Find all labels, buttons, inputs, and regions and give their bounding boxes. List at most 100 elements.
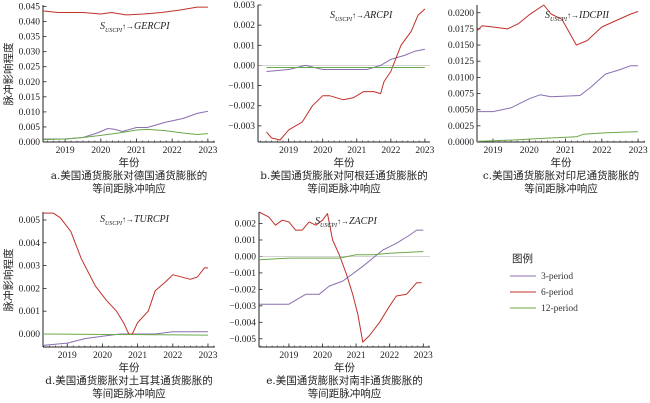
y-tick-label: −0.004 [229, 318, 256, 328]
x-axis-label: 年份 [119, 361, 140, 374]
caption-line-1: c.美国通货膨胀对印尼通货膨胀的 [483, 169, 639, 182]
series-line-3-period [43, 110, 208, 140]
x-axis-label: 年份 [334, 361, 355, 374]
x-tick-label: 2023 [414, 351, 433, 361]
y-tick-label: −0.002 [228, 102, 255, 112]
y-tick-label: −0.001 [229, 269, 256, 279]
x-tick-label: 2021 [556, 146, 575, 156]
caption-line-1: e.美国通货膨胀对南非通货膨胀的 [266, 374, 423, 387]
y-tick-label: 0.0150 [448, 41, 474, 51]
legend-item-12-period: 12-period [541, 304, 578, 314]
y-tick-label: −0.002 [229, 285, 256, 295]
caption-line-2: 等间距脉冲响应 [307, 182, 381, 195]
y-tick-label: 0.001 [234, 41, 256, 51]
chart-a: 2019 2020 2021 2022 2023 0.000 0.005 0.010 0.015… [19, 3, 218, 195]
x-tick-label: 2023 [629, 146, 648, 156]
title-s: S [545, 10, 550, 21]
x-axis-label: 年份 [334, 156, 355, 169]
y-tick-label: 0.000 [235, 252, 257, 262]
caption-line-2: 等间距脉冲响应 [92, 387, 166, 400]
y-tick-label: −0.005 [229, 335, 256, 345]
y-tick-label: 0.010 [19, 108, 41, 118]
x-tick-label: 2021 [347, 351, 366, 361]
title-s: S [330, 10, 335, 21]
legend-item-3-period: 3-period [541, 272, 573, 282]
series-line-3-period [259, 229, 424, 305]
y-tick-label: 0.003 [19, 262, 41, 272]
title-s: S [100, 214, 105, 225]
title-s: S [100, 21, 105, 32]
y-tick-label: 0.0175 [448, 25, 474, 35]
chart-title: SUSCPI↑→ARCPI [330, 10, 393, 23]
chart-b: 2019 2020 2021 2022 2023 −0.003 −0.002 −0.001 0.… [228, 1, 434, 195]
y-tick-label: 0.002 [235, 220, 257, 230]
caption-line-2: 等间距脉冲响应 [92, 182, 166, 195]
x-tick-label: 2022 [381, 146, 400, 156]
series-line-6-period [43, 6, 208, 16]
x-tick-label: 2023 [415, 146, 434, 156]
y-tick-label: 0.0025 [448, 122, 474, 132]
y-tick-label: 0.0125 [448, 57, 474, 67]
y-tick-label: 0.000 [19, 138, 41, 148]
chart-e: 2019 2020 2021 2022 2023 −0.005 −0.004 −0.003 −0… [229, 211, 433, 400]
caption-line-1: d.美国通货膨胀对土耳其通货膨胀的 [45, 374, 213, 387]
y-tick-label: 0.001 [19, 307, 41, 317]
series-line-6-period [476, 4, 639, 46]
caption-line-1: b.美国通货膨胀对阿根廷通货膨胀的 [260, 169, 428, 182]
title-target: TURCPI [134, 214, 170, 225]
chart-title: SUSCPI↑→ZACPI [315, 216, 377, 229]
title-target: GERCPI [134, 21, 170, 32]
y-tick-label: 0.000 [19, 330, 41, 340]
legend-item-6-period: 6-period [541, 288, 573, 298]
y-tick-label: 0.030 [19, 48, 41, 58]
x-tick-label: 2020 [520, 146, 539, 156]
series-line-3-period [42, 331, 208, 346]
series-line-6-period [258, 211, 422, 343]
y-tick-label: 0.040 [19, 18, 41, 28]
title-arrow: ↑→ [122, 22, 134, 31]
x-tick-label: 2021 [128, 351, 147, 361]
caption-line-1: a.美国通货膨胀对德国通货膨胀的 [51, 169, 208, 182]
y-tick-label: 0.005 [19, 123, 41, 133]
chart-title: SUSCPI↑→GERCPI [100, 21, 170, 34]
y-tick-label: 0.015 [19, 93, 41, 103]
legend: 图例 3-period 6-period 12-period [510, 252, 578, 314]
x-tick-label: 2019 [58, 351, 77, 361]
title-target: IDCPII [578, 10, 610, 21]
title-target: ARCPI [363, 10, 393, 21]
x-tick-label: 2023 [198, 146, 217, 156]
y-tick-label: 0.0075 [448, 90, 474, 100]
y-axis-label-d: 脉冲影响程度 [2, 248, 15, 311]
x-tick-label: 2022 [380, 351, 399, 361]
y-axis-label-a: 脉冲影响程度 [2, 42, 15, 105]
x-tick-label: 2019 [483, 146, 502, 156]
title-target: ZACPI [349, 216, 377, 227]
title-arrow: ↑→ [122, 215, 134, 224]
y-tick-label: 0.003 [234, 1, 256, 11]
y-tick-label: 0.001 [235, 236, 257, 246]
x-tick-label: 2021 [127, 146, 146, 156]
series-line-12-period [476, 131, 639, 142]
title-arrow: ↑→ [352, 11, 364, 20]
y-tick-label: 0.002 [234, 21, 256, 31]
title-arrow: ↑→ [337, 217, 349, 226]
chart-d: 2019 2020 2021 2022 2023 0.000 0.001 0.002 0.003… [19, 212, 218, 400]
y-tick-label: 0.004 [19, 239, 41, 249]
x-axis-label: 年份 [119, 156, 140, 169]
x-tick-label: 2020 [313, 146, 332, 156]
caption-line-2: 等间距脉冲响应 [308, 387, 382, 400]
x-tick-label: 2020 [313, 351, 332, 361]
title-sub: USCPI [335, 17, 353, 23]
title-sub: USCPI [320, 223, 338, 229]
series-line-3-period [477, 65, 639, 113]
x-tick-label: 2023 [198, 351, 217, 361]
y-tick-label: 0.0000 [448, 138, 474, 148]
series-line-3-period [266, 48, 425, 72]
y-tick-label: 0.000 [234, 61, 256, 71]
chart-title: SUSCPI↑→TURCPI [100, 214, 170, 227]
title-sub: USCPI [105, 221, 123, 227]
chart-c: 2019 2020 2021 2022 2023 0.0000 0.0025 0.0050 0.… [448, 4, 648, 195]
y-tick-label: 0.035 [19, 33, 41, 43]
legend-title: 图例 [512, 252, 533, 265]
x-axis-label: 年份 [551, 156, 572, 169]
